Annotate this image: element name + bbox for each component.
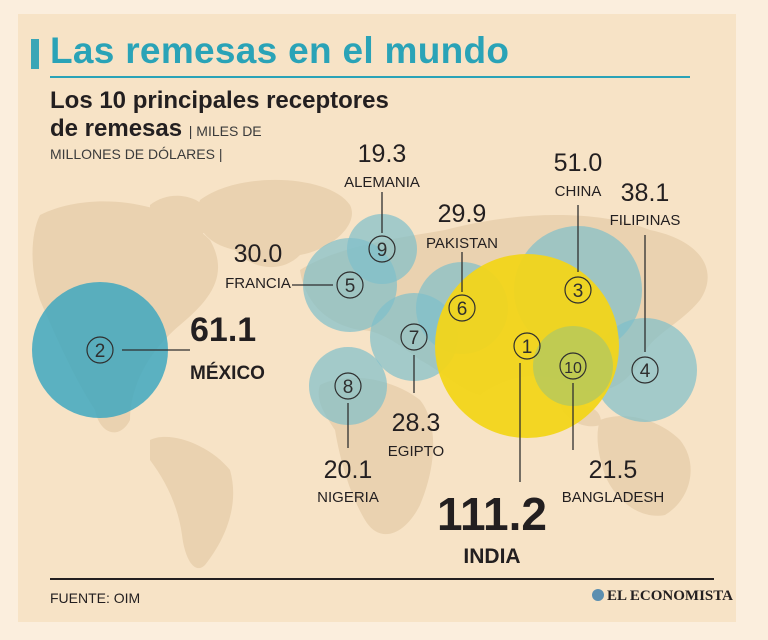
value-label-3: 51.0 (554, 149, 603, 177)
bubble-rank-5 (303, 238, 397, 332)
value-label-7: 28.3 (392, 409, 441, 437)
country-label-7: EGIPTO (388, 443, 444, 460)
rank-label-7: 7 (409, 328, 420, 349)
rank-label-5: 5 (345, 276, 356, 297)
brand-logo: EL ECONOMISTA (592, 588, 733, 605)
value-label-10: 21.5 (589, 456, 638, 484)
subtitle-line-2: de remesas | MILES DE (50, 115, 262, 143)
country-label-10: BANGLADESH (562, 489, 665, 506)
title-rule (50, 76, 690, 78)
value-label-4: 38.1 (621, 179, 670, 207)
country-label-4: FILIPINAS (610, 212, 681, 229)
value-label-2: 61.1 (190, 311, 256, 349)
page-title: Las remesas en el mundo (50, 30, 510, 71)
country-label-3: CHINA (555, 183, 602, 200)
bubble-rank-4 (593, 318, 697, 422)
bubble-rank-2 (32, 282, 168, 418)
footer-rule (50, 578, 714, 580)
rank-label-4: 4 (640, 361, 651, 382)
subtitle-unit-1: | MILES DE (188, 123, 262, 139)
subtitle-text-2: de remesas (50, 115, 183, 142)
rank-label-2: 2 (95, 341, 106, 362)
rank-label-9: 9 (377, 240, 388, 261)
rank-marker-10 (559, 352, 587, 380)
country-label-2: MÉXICO (190, 362, 265, 384)
country-label-5: FRANCIA (225, 275, 291, 292)
rank-label-10: 10 (564, 360, 582, 377)
rank-marker-3 (564, 276, 592, 304)
value-label-5: 30.0 (234, 240, 283, 268)
bubble-rank-10 (533, 326, 613, 406)
rank-marker-6 (448, 294, 476, 322)
rank-marker-4 (631, 356, 659, 384)
rank-marker-5 (336, 271, 364, 299)
value-label-9: 19.3 (358, 140, 407, 168)
value-label-8: 20.1 (324, 456, 373, 484)
country-label-6: PAKISTAN (426, 235, 498, 252)
source-note: FUENTE: OIM (50, 590, 141, 606)
rank-label-8: 8 (343, 377, 354, 398)
subtitle-unit-2: MILLONES DE DÓLARES | (50, 146, 223, 162)
value-label-1: 111.2 (437, 488, 547, 540)
rank-marker-2 (86, 336, 114, 364)
country-label-9: ALEMANIA (344, 174, 420, 191)
bubble-rank-8 (309, 347, 387, 425)
rank-label-1: 1 (522, 337, 533, 358)
country-label-1: INDIA (463, 545, 520, 568)
rank-marker-8 (334, 372, 362, 400)
rank-label-3: 3 (573, 281, 584, 302)
brand-mark-icon (592, 589, 604, 601)
value-label-6: 29.9 (438, 200, 487, 228)
brand-name: EL ECONOMISTA (607, 588, 733, 604)
subtitle-line-1: Los 10 principales receptores (50, 87, 389, 114)
country-label-8: NIGERIA (317, 489, 379, 506)
rank-marker-9 (368, 235, 396, 263)
rank-label-6: 6 (457, 299, 468, 320)
title-accent-bar (31, 39, 39, 69)
rank-marker-7 (400, 323, 428, 351)
rank-marker-1 (513, 332, 541, 360)
